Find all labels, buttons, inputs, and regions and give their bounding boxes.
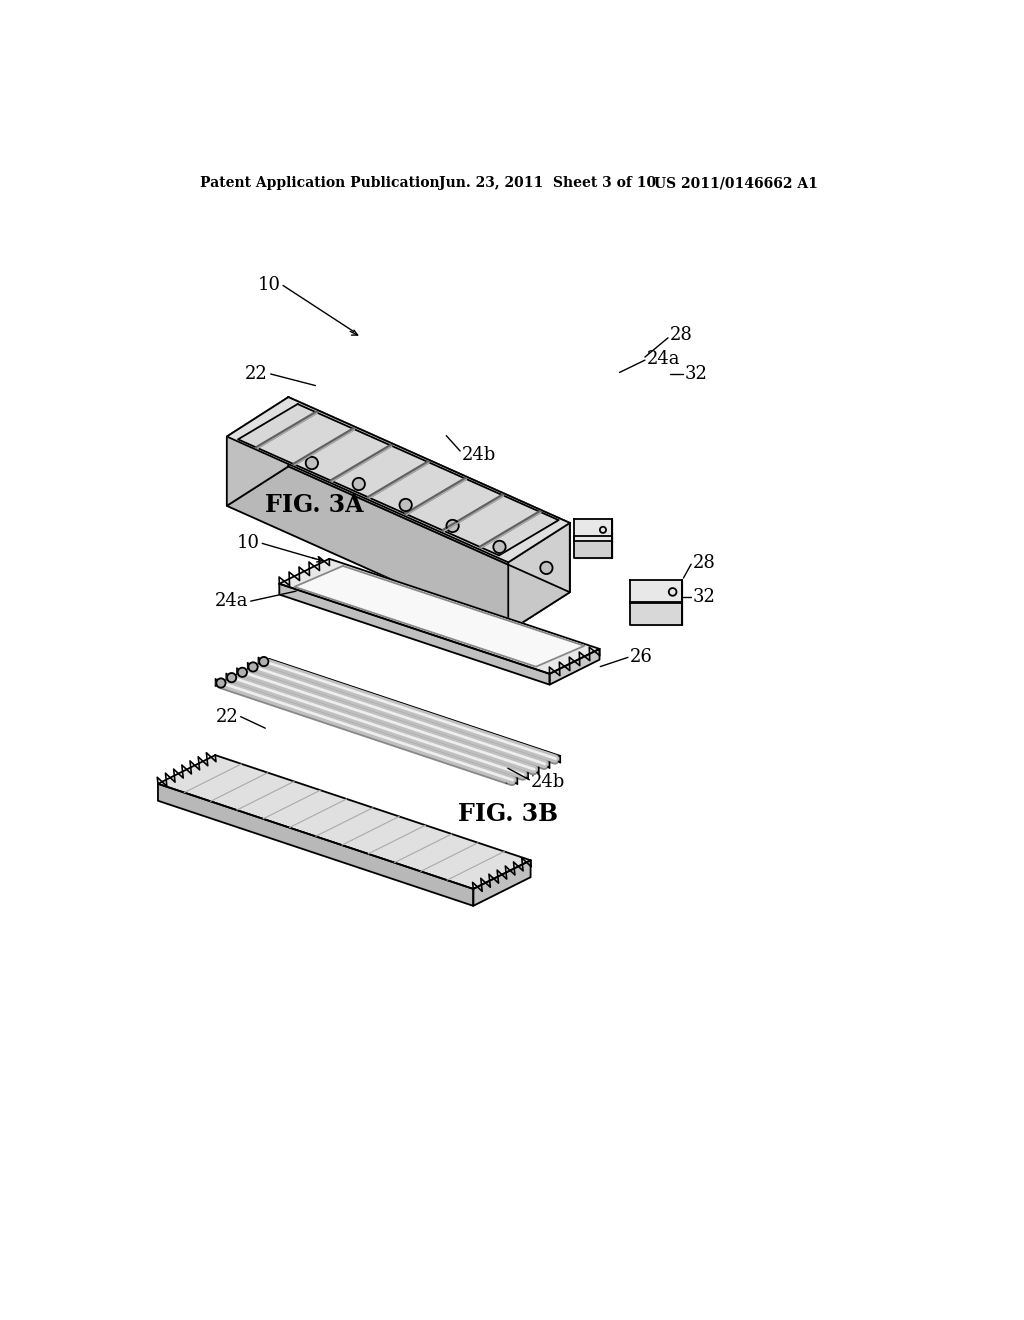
Polygon shape [280,583,550,685]
Polygon shape [630,581,682,603]
Circle shape [494,541,506,553]
Polygon shape [295,566,585,667]
Circle shape [446,520,459,532]
Text: 22: 22 [216,708,239,726]
Circle shape [541,562,553,574]
Polygon shape [158,784,473,906]
Text: 24b: 24b [462,446,496,463]
Text: 10: 10 [237,535,260,552]
Polygon shape [216,659,560,783]
Polygon shape [550,649,599,685]
Polygon shape [226,466,569,632]
Text: FIG. 3B: FIG. 3B [458,803,558,826]
Circle shape [306,457,318,469]
Text: 24b: 24b [531,774,565,791]
Polygon shape [573,536,612,558]
Polygon shape [473,861,530,906]
Text: US 2011/0146662 A1: US 2011/0146662 A1 [654,176,818,190]
Polygon shape [280,558,599,673]
Polygon shape [226,397,289,506]
Circle shape [259,657,268,667]
Polygon shape [226,397,569,562]
Text: 32: 32 [685,366,708,383]
Polygon shape [573,519,612,541]
Polygon shape [238,404,559,556]
Circle shape [216,678,225,688]
Text: 24a: 24a [215,593,249,610]
Text: Patent Application Publication: Patent Application Publication [200,176,439,190]
Text: 22: 22 [245,366,267,383]
Circle shape [352,478,365,490]
Polygon shape [158,755,530,888]
Text: Jun. 23, 2011  Sheet 3 of 10: Jun. 23, 2011 Sheet 3 of 10 [438,176,655,190]
Circle shape [249,663,258,672]
Text: 32: 32 [692,589,716,606]
Text: 28: 28 [670,326,692,345]
Polygon shape [508,523,569,632]
Circle shape [399,499,412,511]
Polygon shape [630,602,682,626]
Text: 10: 10 [258,276,281,294]
Text: 24a: 24a [646,350,680,367]
Text: 26: 26 [630,648,652,667]
Circle shape [238,668,247,677]
Polygon shape [289,397,569,593]
Text: 28: 28 [692,553,716,572]
Circle shape [227,673,237,682]
Text: FIG. 3A: FIG. 3A [265,492,364,517]
